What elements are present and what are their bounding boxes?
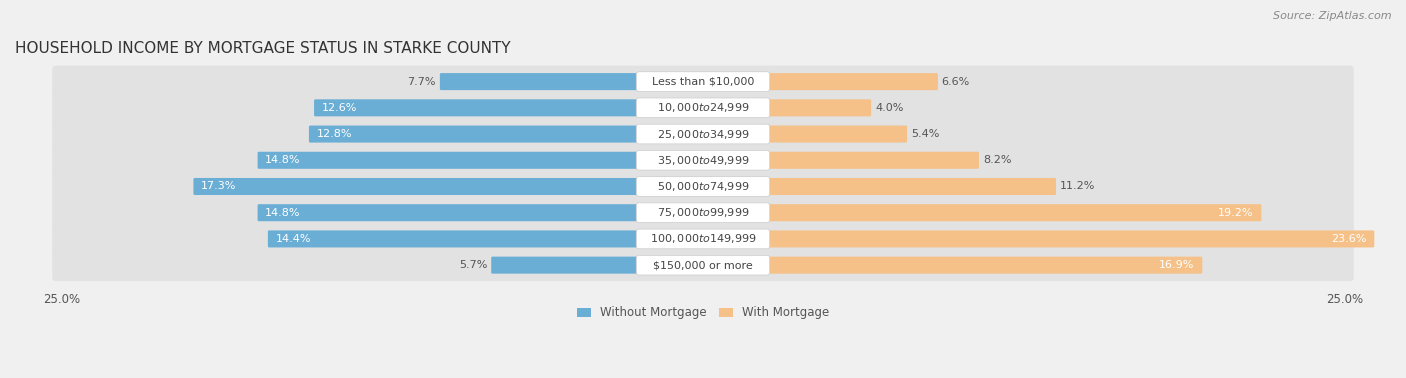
Text: HOUSEHOLD INCOME BY MORTGAGE STATUS IN STARKE COUNTY: HOUSEHOLD INCOME BY MORTGAGE STATUS IN S… [15, 42, 510, 56]
Text: 12.6%: 12.6% [322, 103, 357, 113]
Text: $75,000 to $99,999: $75,000 to $99,999 [657, 206, 749, 219]
Text: $150,000 or more: $150,000 or more [654, 260, 752, 270]
FancyBboxPatch shape [52, 170, 1354, 203]
FancyBboxPatch shape [440, 73, 640, 90]
Text: $10,000 to $24,999: $10,000 to $24,999 [657, 101, 749, 114]
Text: 14.4%: 14.4% [276, 234, 311, 244]
FancyBboxPatch shape [637, 177, 769, 196]
FancyBboxPatch shape [52, 144, 1354, 176]
FancyBboxPatch shape [637, 72, 769, 91]
Text: 7.7%: 7.7% [408, 77, 436, 87]
FancyBboxPatch shape [257, 152, 640, 169]
FancyBboxPatch shape [637, 98, 769, 118]
FancyBboxPatch shape [314, 99, 640, 116]
FancyBboxPatch shape [766, 73, 938, 90]
FancyBboxPatch shape [766, 257, 1202, 274]
Text: 4.0%: 4.0% [875, 103, 904, 113]
Text: 12.8%: 12.8% [316, 129, 352, 139]
FancyBboxPatch shape [52, 197, 1354, 229]
Text: $50,000 to $74,999: $50,000 to $74,999 [657, 180, 749, 193]
Text: 14.8%: 14.8% [266, 208, 301, 218]
Text: 19.2%: 19.2% [1218, 208, 1254, 218]
Text: 17.3%: 17.3% [201, 181, 236, 192]
FancyBboxPatch shape [637, 203, 769, 223]
Legend: Without Mortgage, With Mortgage: Without Mortgage, With Mortgage [572, 302, 834, 324]
FancyBboxPatch shape [309, 125, 640, 143]
FancyBboxPatch shape [194, 178, 640, 195]
FancyBboxPatch shape [637, 255, 769, 275]
FancyBboxPatch shape [52, 118, 1354, 150]
Text: 6.6%: 6.6% [942, 77, 970, 87]
Text: 5.4%: 5.4% [911, 129, 939, 139]
Text: 23.6%: 23.6% [1331, 234, 1367, 244]
FancyBboxPatch shape [766, 99, 872, 116]
FancyBboxPatch shape [52, 249, 1354, 281]
FancyBboxPatch shape [52, 92, 1354, 124]
FancyBboxPatch shape [766, 204, 1261, 221]
FancyBboxPatch shape [257, 204, 640, 221]
Text: Source: ZipAtlas.com: Source: ZipAtlas.com [1274, 11, 1392, 21]
Text: 8.2%: 8.2% [983, 155, 1011, 165]
FancyBboxPatch shape [766, 125, 907, 143]
FancyBboxPatch shape [637, 150, 769, 170]
Text: $25,000 to $34,999: $25,000 to $34,999 [657, 127, 749, 141]
FancyBboxPatch shape [52, 223, 1354, 255]
FancyBboxPatch shape [637, 229, 769, 249]
FancyBboxPatch shape [766, 231, 1374, 248]
Text: Less than $10,000: Less than $10,000 [652, 77, 754, 87]
FancyBboxPatch shape [52, 66, 1354, 98]
FancyBboxPatch shape [269, 231, 640, 248]
Text: 5.7%: 5.7% [458, 260, 488, 270]
Text: 11.2%: 11.2% [1060, 181, 1095, 192]
Text: $100,000 to $149,999: $100,000 to $149,999 [650, 232, 756, 245]
FancyBboxPatch shape [766, 178, 1056, 195]
Text: 14.8%: 14.8% [266, 155, 301, 165]
Text: 16.9%: 16.9% [1159, 260, 1195, 270]
Text: $35,000 to $49,999: $35,000 to $49,999 [657, 154, 749, 167]
FancyBboxPatch shape [491, 257, 640, 274]
FancyBboxPatch shape [766, 152, 979, 169]
FancyBboxPatch shape [637, 124, 769, 144]
